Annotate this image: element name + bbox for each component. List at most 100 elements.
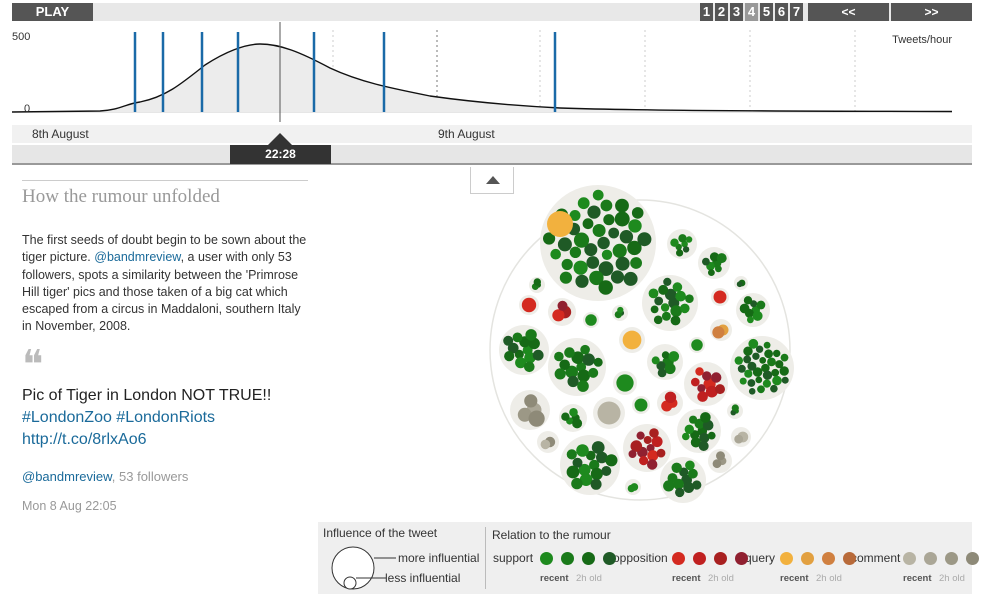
tweet-bubble[interactable] — [780, 353, 789, 362]
tweet-bubble[interactable] — [554, 351, 564, 362]
tweet-bubble[interactable] — [697, 391, 708, 402]
tweet-bubble[interactable] — [598, 261, 614, 276]
tweet-bubble[interactable] — [747, 316, 754, 324]
tweet-bubble[interactable] — [752, 352, 760, 360]
tweet-bubble[interactable] — [550, 248, 561, 260]
page-button-1[interactable]: 1 — [700, 3, 713, 21]
tweet-bubble[interactable] — [572, 418, 583, 429]
tweet-bubble[interactable] — [608, 227, 620, 239]
tweet-bubble[interactable] — [627, 240, 642, 256]
tweet-bubble[interactable] — [715, 265, 722, 273]
tweet-bubble[interactable] — [781, 376, 789, 384]
tweet-bubble[interactable] — [569, 246, 582, 258]
current-time-handle[interactable]: 22:28 — [230, 145, 331, 164]
tweet-bubble[interactable] — [586, 256, 600, 269]
tweet-bubble[interactable] — [764, 349, 773, 359]
tweet-bubble[interactable] — [582, 218, 594, 230]
tweet-bubble[interactable] — [557, 237, 572, 252]
tweet-bubble[interactable] — [597, 236, 610, 250]
tweet-bubble[interactable] — [672, 282, 683, 292]
tweet-bubble[interactable] — [584, 243, 598, 257]
tweet-bubble[interactable] — [623, 271, 638, 286]
tweet-bubble[interactable] — [651, 356, 660, 365]
tweet-bubble[interactable] — [647, 459, 658, 470]
tweet-bubble[interactable] — [630, 440, 643, 452]
tweet-bubble[interactable] — [576, 362, 587, 372]
tweet-bubble[interactable] — [712, 326, 725, 339]
tweet-bubble[interactable] — [571, 351, 585, 365]
tweet-bubble[interactable] — [592, 224, 606, 237]
tweet-bubble[interactable] — [649, 428, 659, 438]
tweet-bubble[interactable] — [661, 311, 671, 321]
tweet-bubble[interactable] — [685, 236, 693, 243]
tweet-bubble[interactable] — [743, 355, 752, 364]
tweet-bubble[interactable] — [650, 305, 659, 314]
tweet-bubble[interactable] — [524, 352, 536, 364]
tweet-bubble[interactable] — [698, 441, 709, 451]
tweet-bubble[interactable] — [670, 238, 679, 247]
tweet-bubble[interactable] — [603, 214, 615, 226]
tweet-bubble[interactable] — [752, 367, 763, 377]
tweet-bubble[interactable] — [705, 385, 718, 398]
tweet-bubble[interactable] — [617, 306, 624, 314]
tweet-bubble[interactable] — [661, 351, 670, 359]
tweet-bubble[interactable] — [580, 344, 590, 355]
tweet-bubble[interactable] — [680, 303, 690, 314]
tweet-bubble[interactable] — [575, 274, 589, 288]
tweet-bubble[interactable] — [773, 349, 781, 358]
tweet-bubble[interactable] — [616, 374, 634, 392]
tweet-bubble[interactable] — [561, 412, 570, 421]
tweet-bubble[interactable] — [634, 398, 648, 412]
tweet-bubble[interactable] — [619, 230, 634, 244]
tweet-bubble[interactable] — [646, 444, 655, 452]
tweet-bubble[interactable] — [590, 467, 603, 480]
tweet-bubble[interactable] — [699, 432, 710, 443]
tweet-bubble[interactable] — [504, 351, 515, 362]
tweet-bubble[interactable] — [682, 432, 690, 441]
page-button-7[interactable]: 7 — [790, 3, 803, 21]
tweet-bubble[interactable] — [656, 361, 666, 371]
tweet-bubble[interactable] — [656, 448, 666, 458]
tweet-bubble[interactable] — [759, 357, 767, 364]
tweet-bubble[interactable] — [577, 369, 590, 383]
tweet-bubble[interactable] — [643, 436, 652, 444]
tweet-bubble-cluster[interactable] — [0, 0, 1000, 520]
tweet-bubble[interactable] — [627, 484, 636, 493]
tweet-bubble[interactable] — [755, 345, 764, 353]
tweet-bubble[interactable] — [577, 380, 589, 392]
time-handle-pointer[interactable] — [268, 133, 292, 145]
tweet-bubble[interactable] — [689, 415, 698, 424]
tweet-bubble[interactable] — [743, 346, 753, 356]
tweet-bubble[interactable] — [739, 303, 750, 314]
tweet-bubble[interactable] — [589, 459, 600, 471]
tweet-bubble[interactable] — [615, 198, 629, 213]
tweet-bubble[interactable] — [517, 407, 532, 422]
tweet-bubble[interactable] — [695, 367, 704, 376]
tweet-bubble[interactable] — [514, 349, 524, 359]
tweet-bubble[interactable] — [528, 410, 545, 427]
tweet-bubble[interactable] — [707, 431, 716, 440]
tweet-bubble[interactable] — [637, 232, 652, 247]
tweet-bubble[interactable] — [573, 260, 588, 275]
tweet-bubble[interactable] — [670, 305, 682, 317]
tweets-per-hour-timeline[interactable]: 500 0 Tweets/hour — [0, 22, 1000, 122]
tweet-bubble[interactable] — [532, 349, 544, 361]
tweet-bubble[interactable] — [566, 465, 580, 479]
tweet-bubble[interactable] — [715, 384, 725, 395]
tweet-bubble[interactable] — [744, 369, 753, 378]
previous-button[interactable]: << — [808, 3, 889, 21]
page-button-2[interactable]: 2 — [715, 3, 728, 21]
tweet-bubble[interactable] — [589, 270, 604, 286]
tweet-bubble[interactable] — [761, 363, 770, 373]
tweet-bubble[interactable] — [757, 385, 765, 394]
tweet-bubble[interactable] — [747, 361, 757, 371]
tweet-bubble[interactable] — [747, 379, 756, 387]
tweet-bubble[interactable] — [734, 356, 743, 365]
tweet-bubble[interactable] — [762, 379, 772, 388]
collapse-button[interactable] — [470, 167, 514, 194]
tweet-bubble[interactable] — [573, 232, 590, 248]
tweet-bubble[interactable] — [734, 434, 744, 444]
tweet-bubble[interactable] — [569, 210, 581, 221]
tweet-bubble[interactable] — [572, 457, 583, 468]
tweet-bubble[interactable] — [567, 375, 579, 388]
